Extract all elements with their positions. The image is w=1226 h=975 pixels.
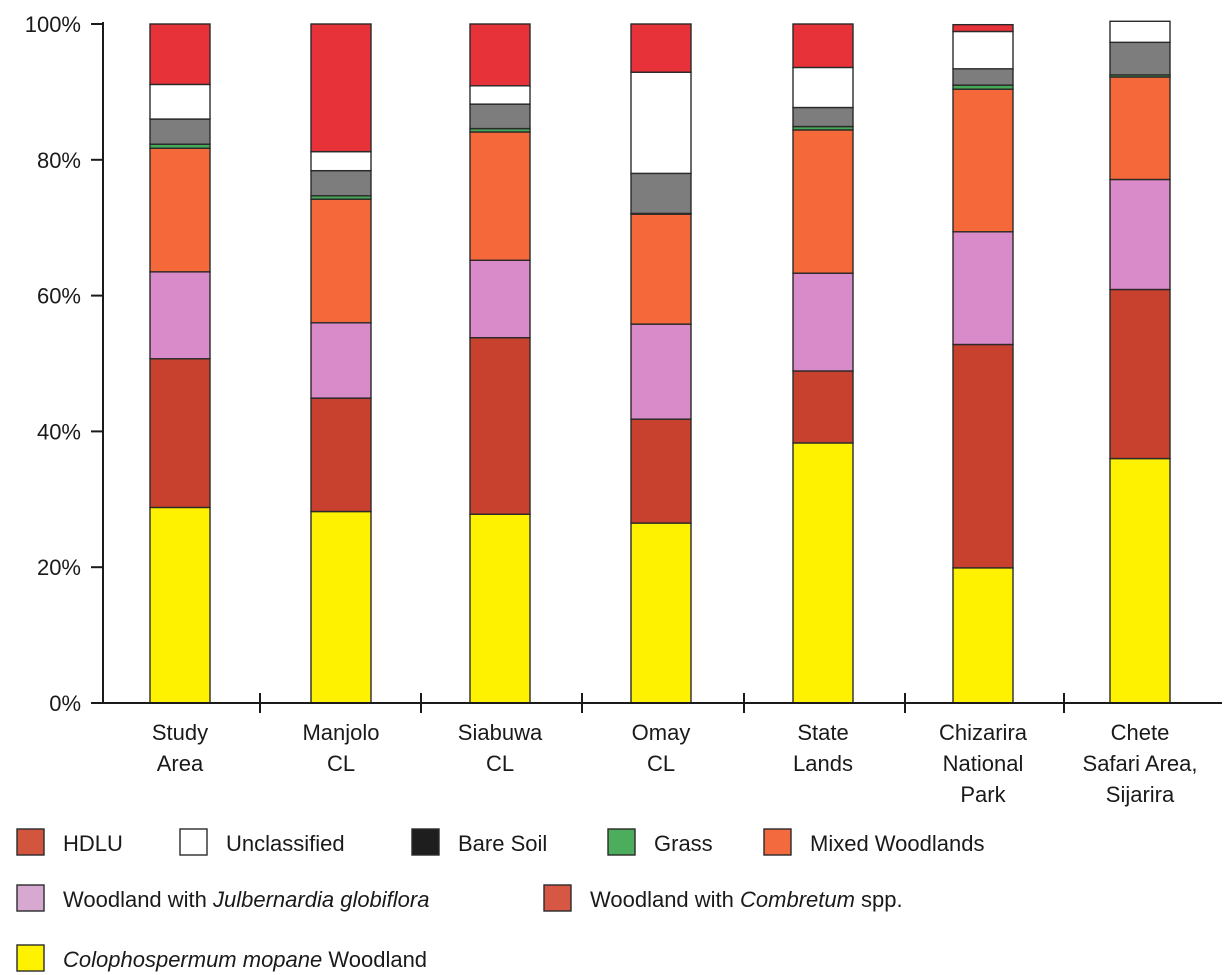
bar-segment-mixed-woodlands-6 <box>1109 76 1171 181</box>
bar-segment-mixed-woodlands-0 <box>149 147 211 273</box>
y-tick-label-3: 60% <box>37 284 81 309</box>
bar-segment-mixed-woodlands-3 <box>630 213 692 325</box>
bar-segment-hdlu-0 <box>149 23 211 86</box>
x-category-label-4: State Lands <box>793 720 853 776</box>
bar-segment-unclassified-5 <box>952 30 1014 70</box>
bars <box>149 20 1171 704</box>
bar-segment-bare-soil-1 <box>310 169 372 197</box>
bar-segment-woodland-with-combretum-spp--1 <box>310 397 372 513</box>
legend-label-unclassified: Unclassified <box>226 831 345 856</box>
x-category-label-5: Chizarira National Park <box>939 720 1028 807</box>
bar-segment-mixed-woodlands-1 <box>310 198 372 324</box>
legend-label-combretum: Woodland with Combretum spp. <box>590 887 903 912</box>
bar-segment-woodland-with-julbernardia-globiflora-4 <box>792 272 854 372</box>
bar-segment-unclassified-2 <box>469 85 531 105</box>
bar-segment-colophospermum-mopane-woodland-5 <box>952 567 1014 704</box>
legend-swatch-hdlu <box>16 828 45 856</box>
legend-label-grass: Grass <box>654 831 713 856</box>
y-tick-label-4: 80% <box>37 148 81 173</box>
bar-segment-bare-soil-6 <box>1109 41 1171 76</box>
bar-segment-woodland-with-combretum-spp--3 <box>630 418 692 524</box>
y-tick-label-5: 100% <box>25 12 81 37</box>
bar-segment-unclassified-1 <box>310 150 372 172</box>
bar-segment-woodland-with-combretum-spp--5 <box>952 343 1014 569</box>
legend: HDLU Unclassified Bare Soil Grass Mixed Wood… <box>16 828 984 972</box>
bar-segment-woodland-with-combretum-spp--6 <box>1109 288 1171 460</box>
bar-segment-woodland-with-julbernardia-globiflora-2 <box>469 259 531 339</box>
bar-segment-hdlu-5 <box>952 23 1014 33</box>
bar-segment-bare-soil-5 <box>952 68 1014 86</box>
legend-swatch-unclassified <box>179 828 208 856</box>
bar-segment-mixed-woodlands-4 <box>792 129 854 274</box>
x-category-label-3: Omay CL <box>632 720 691 776</box>
bar-segment-colophospermum-mopane-woodland-3 <box>630 522 692 704</box>
legend-swatch-mopane <box>16 944 45 972</box>
bar-segment-colophospermum-mopane-woodland-6 <box>1109 457 1171 704</box>
x-category-label-2: Siabuwa CL <box>458 720 543 776</box>
legend-swatch-mixed-woodlands <box>763 828 792 856</box>
bar-segment-colophospermum-mopane-woodland-1 <box>310 510 372 704</box>
bar-segment-woodland-with-julbernardia-globiflora-3 <box>630 323 692 420</box>
bar-segment-bare-soil-4 <box>792 106 854 128</box>
legend-swatch-julbernardia <box>16 884 45 912</box>
bar-segment-woodland-with-combretum-spp--0 <box>149 358 211 509</box>
bar-segment-unclassified-4 <box>792 66 854 109</box>
legend-label-mixed-woodlands: Mixed Woodlands <box>810 831 984 856</box>
legend-swatch-grass <box>607 828 636 856</box>
bar-segment-unclassified-3 <box>630 71 692 175</box>
bar-segment-woodland-with-combretum-spp--4 <box>792 370 854 444</box>
y-tick-label-2: 40% <box>37 419 81 444</box>
bar-segment-woodland-with-julbernardia-globiflora-0 <box>149 271 211 360</box>
bar-segment-unclassified-0 <box>149 83 211 120</box>
x-category-label-6: Chete Safari Area, Sijarira <box>1083 720 1198 807</box>
bar-segment-woodland-with-combretum-spp--2 <box>469 336 531 515</box>
x-category-label-1: Manjolo CL <box>302 720 379 776</box>
legend-label-bare-soil: Bare Soil <box>458 831 547 856</box>
y-tick-label-1: 20% <box>37 555 81 580</box>
bar-segment-mixed-woodlands-5 <box>952 88 1014 233</box>
legend-label-julbernardia: Woodland with Julbernardia globiflora <box>63 887 429 912</box>
legend-swatch-combretum <box>543 884 572 912</box>
y-tick-label-0: 0% <box>49 691 81 716</box>
bar-segment-colophospermum-mopane-woodland-2 <box>469 513 531 704</box>
bar-segment-bare-soil-3 <box>630 172 692 215</box>
bar-segment-hdlu-3 <box>630 23 692 73</box>
bar-segment-mixed-woodlands-2 <box>469 131 531 261</box>
bar-segment-woodland-with-julbernardia-globiflora-6 <box>1109 178 1171 291</box>
bar-segment-woodland-with-julbernardia-globiflora-1 <box>310 322 372 399</box>
legend-label-hdlu: HDLU <box>63 831 123 856</box>
bar-segment-hdlu-4 <box>792 23 854 69</box>
legend-label-mopane: Colophospermum mopane Woodland <box>63 947 427 972</box>
bar-segment-unclassified-6 <box>1109 20 1171 44</box>
x-category-label-0: Study Area <box>152 720 208 776</box>
bar-segment-colophospermum-mopane-woodland-4 <box>792 442 854 704</box>
bar-segment-hdlu-1 <box>310 23 372 153</box>
bar-segment-bare-soil-0 <box>149 118 211 145</box>
bar-segment-woodland-with-julbernardia-globiflora-5 <box>952 231 1014 346</box>
bar-segment-hdlu-2 <box>469 23 531 87</box>
bar-segment-colophospermum-mopane-woodland-0 <box>149 506 211 704</box>
legend-swatch-bare-soil <box>411 828 440 856</box>
bar-segment-bare-soil-2 <box>469 103 531 130</box>
